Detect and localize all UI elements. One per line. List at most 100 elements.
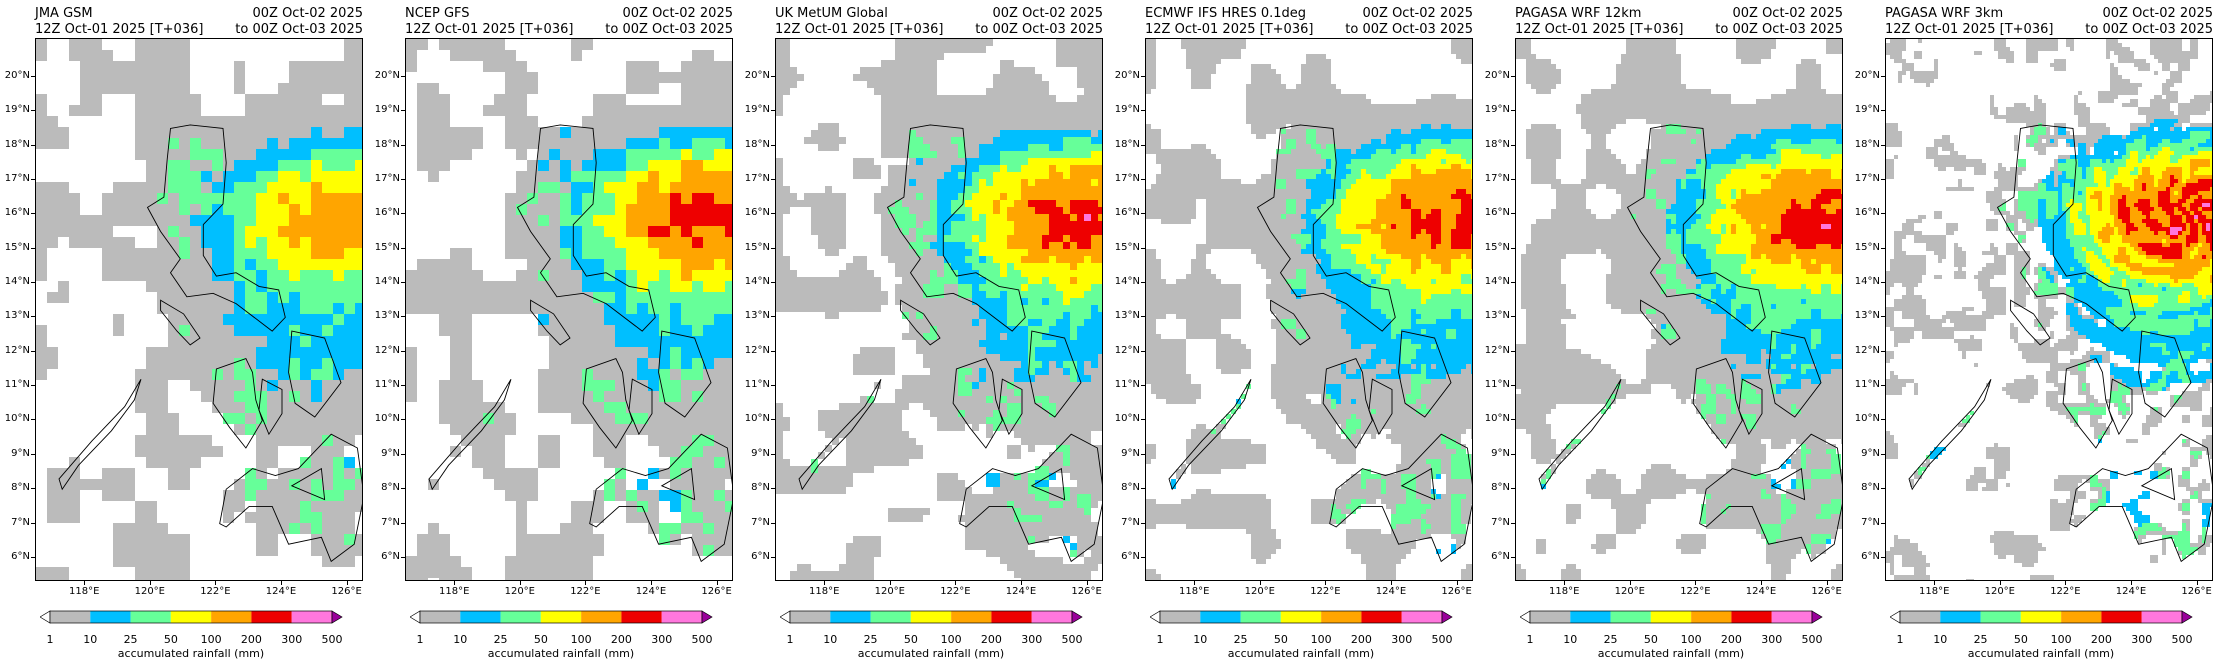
rain-cell — [1286, 89, 1291, 94]
rain-cell — [450, 138, 461, 149]
rain-cell — [1042, 389, 1049, 396]
rain-cell — [714, 457, 725, 468]
rain-cell — [1007, 207, 1014, 214]
rain-cell — [1321, 94, 1326, 99]
rain-cell — [300, 149, 311, 160]
rain-cell — [223, 237, 234, 248]
rain-cell — [47, 116, 58, 127]
rain-cell — [1049, 487, 1056, 494]
rain-cell — [937, 347, 944, 354]
rain-cell — [874, 347, 881, 354]
rain-cell — [958, 305, 965, 312]
rain-cell — [1256, 79, 1261, 84]
rain-cell — [648, 424, 659, 435]
rain-cell — [776, 186, 783, 193]
rain-cell — [1028, 438, 1035, 445]
rain-cell — [1084, 340, 1091, 347]
rain-cell — [1191, 44, 1196, 49]
rain-cell — [234, 479, 245, 490]
rain-cell — [972, 116, 979, 123]
rain-cell — [881, 291, 888, 298]
colorbar-level-label: 1 — [46, 633, 54, 646]
rain-cell — [168, 556, 179, 567]
coastline — [589, 433, 732, 563]
rain-cell — [637, 490, 648, 501]
rain-cell — [930, 305, 937, 312]
rain-cell — [818, 284, 825, 291]
rain-cell — [972, 200, 979, 207]
rain-cell — [1070, 235, 1077, 242]
rain-cell — [993, 263, 1000, 270]
rain-cell — [670, 435, 681, 446]
rain-cell — [201, 292, 212, 303]
rain-cell — [703, 94, 714, 105]
rain-cell — [993, 137, 1000, 144]
rain-cell — [516, 149, 527, 160]
rain-cell — [428, 138, 439, 149]
rain-cell — [979, 508, 986, 515]
rain-cell — [135, 545, 146, 556]
rain-cell — [1056, 235, 1063, 242]
rain-cell — [333, 193, 344, 204]
rain-cell — [681, 204, 692, 215]
rain-cell — [818, 410, 825, 417]
rain-cell — [902, 389, 909, 396]
rain-cell — [615, 391, 626, 402]
rain-cell — [1271, 79, 1276, 84]
rain-cell — [36, 358, 47, 369]
rain-cell — [322, 413, 333, 424]
rain-cell — [190, 358, 201, 369]
rain-cell — [648, 336, 659, 347]
rain-cell — [670, 325, 681, 336]
rain-cell — [1000, 340, 1007, 347]
rain-cell — [549, 402, 560, 413]
rain-cell — [703, 391, 714, 402]
valid-to: to 00Z Oct-03 2025 — [605, 22, 733, 37]
rain-cell — [1049, 284, 1056, 291]
rain-cell — [344, 193, 355, 204]
rain-cell — [439, 292, 450, 303]
rain-cell — [1251, 84, 1256, 89]
rain-cell — [1186, 39, 1191, 44]
rain-cell — [860, 256, 867, 263]
rain-cell — [972, 263, 979, 270]
rain-cell — [1063, 326, 1070, 333]
rain-cell — [867, 424, 874, 431]
rain-cell — [986, 340, 993, 347]
rain-cell — [505, 490, 516, 501]
rain-cell — [135, 39, 146, 50]
rain-cell — [839, 403, 846, 410]
rain-cell — [289, 226, 300, 237]
rain-cell — [1261, 74, 1266, 79]
rain-cell — [902, 298, 909, 305]
lat-tick-label: 20°N — [374, 69, 400, 81]
rain-cell — [874, 438, 881, 445]
rain-cell — [681, 72, 692, 83]
rain-cell — [1077, 487, 1084, 494]
rain-cell — [604, 193, 615, 204]
rain-cell — [190, 380, 201, 391]
rain-cell — [472, 138, 483, 149]
rain-cell — [135, 116, 146, 127]
rain-cell — [1021, 256, 1028, 263]
rain-cell — [267, 534, 278, 545]
rain-cell — [1077, 109, 1084, 116]
rain-cell — [146, 248, 157, 259]
rain-cell — [549, 567, 560, 578]
rain-cell — [703, 501, 714, 512]
rain-cell — [944, 200, 951, 207]
rain-cell — [670, 116, 681, 127]
rain-cell — [538, 215, 549, 226]
rain-cell — [604, 391, 615, 402]
rain-cell — [703, 237, 714, 248]
rain-cell — [1098, 347, 1102, 354]
rain-cell — [895, 179, 902, 186]
rain-cell — [930, 179, 937, 186]
rain-cell — [725, 160, 732, 171]
rain-cell — [69, 105, 80, 116]
rain-cell — [853, 424, 860, 431]
rain-cell — [604, 105, 615, 116]
rain-cell — [212, 171, 223, 182]
rain-cell — [993, 347, 1000, 354]
rain-cell — [1056, 284, 1063, 291]
